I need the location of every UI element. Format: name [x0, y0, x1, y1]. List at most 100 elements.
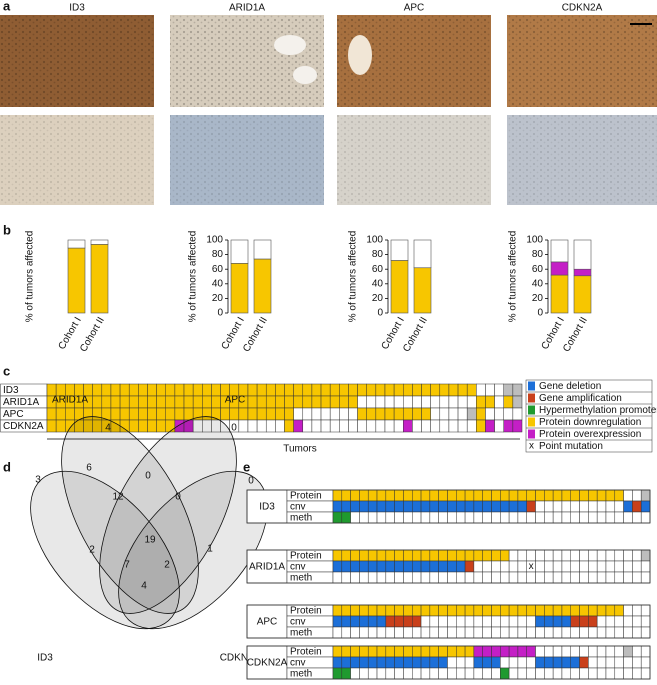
cell: [332, 645, 343, 658]
cell: [384, 395, 395, 409]
cell: [119, 383, 130, 397]
legend-label: Gene amplification: [539, 393, 622, 404]
cell: [447, 500, 457, 513]
cell: [359, 500, 369, 513]
cell: [393, 383, 404, 397]
cell: [359, 604, 369, 617]
cell: [640, 500, 651, 513]
cell: [341, 560, 351, 573]
cell: [420, 626, 431, 639]
bar-segment: [253, 239, 272, 260]
cell: [623, 604, 633, 617]
cell: [348, 407, 358, 421]
bar-segment: [390, 260, 409, 314]
cell: [605, 571, 616, 584]
cell: [384, 383, 395, 397]
column-title: APC: [404, 3, 425, 14]
cell: [561, 489, 572, 502]
cell: [359, 645, 369, 658]
cell: [376, 500, 387, 513]
row-label: cnv: [290, 658, 306, 669]
cell: [526, 511, 536, 524]
cell: [357, 407, 367, 421]
cell: [367, 489, 378, 502]
cell: [65, 407, 75, 421]
cell: [632, 626, 642, 639]
cell: [156, 395, 167, 409]
cell: [156, 407, 167, 421]
row-label: ARID1A: [3, 397, 39, 408]
cell: [579, 615, 589, 628]
cell: [614, 645, 624, 658]
cell: [579, 645, 589, 658]
cell: [456, 571, 466, 584]
cell: [138, 395, 148, 409]
column-title: ID3: [69, 3, 85, 14]
cell: [293, 407, 304, 421]
cell: [385, 489, 395, 502]
cell: [438, 656, 448, 669]
bar-segment: [550, 261, 569, 276]
cell: [482, 560, 492, 573]
cell: [605, 511, 616, 524]
cell: [614, 615, 624, 628]
cell: [429, 571, 439, 584]
cell: [464, 667, 475, 680]
cell: [147, 407, 157, 421]
bar-segment: [90, 244, 109, 314]
row-label: meth: [290, 669, 312, 680]
cell: [500, 667, 510, 680]
cell: [275, 419, 285, 433]
cell: [350, 560, 360, 573]
cell: [329, 419, 340, 433]
cell: [412, 549, 422, 562]
cell: [147, 383, 157, 397]
cell: [438, 560, 448, 573]
cell: [311, 419, 322, 433]
cell: [605, 500, 616, 513]
cell: [128, 395, 139, 409]
cell: [605, 604, 616, 617]
cell: [46, 419, 57, 433]
cell: [526, 667, 536, 680]
cell: [92, 383, 103, 397]
cell: [412, 626, 422, 639]
cell: [508, 489, 519, 502]
cell: [302, 383, 313, 397]
cell: [367, 656, 378, 669]
cell: [588, 667, 598, 680]
cell: [412, 604, 422, 617]
cell: [473, 560, 483, 573]
cell: [588, 604, 598, 617]
cell: [623, 615, 633, 628]
cell: [552, 604, 563, 617]
cell: [420, 645, 431, 658]
bar-segment: [413, 239, 432, 269]
cell: [456, 645, 466, 658]
cell: [466, 383, 477, 397]
cell: [403, 489, 413, 502]
cell: [447, 560, 457, 573]
cell: [359, 549, 369, 562]
bar-segment: [550, 239, 569, 263]
cell: [494, 407, 504, 421]
region-count: 2: [89, 545, 95, 556]
cell: [284, 383, 294, 397]
cell: [429, 560, 439, 573]
cell: [429, 489, 439, 502]
cell: [482, 656, 492, 669]
cell: [438, 615, 448, 628]
cell: [544, 511, 554, 524]
cell: [464, 645, 475, 658]
cell: [367, 549, 378, 562]
cell: [561, 560, 572, 573]
cell: [412, 560, 422, 573]
cell: [508, 560, 519, 573]
cell: [491, 571, 501, 584]
cell: [403, 511, 413, 524]
cell: [447, 549, 457, 562]
cell: [544, 615, 554, 628]
cell: [561, 645, 572, 658]
cell: [473, 489, 483, 502]
cell: [482, 489, 492, 502]
